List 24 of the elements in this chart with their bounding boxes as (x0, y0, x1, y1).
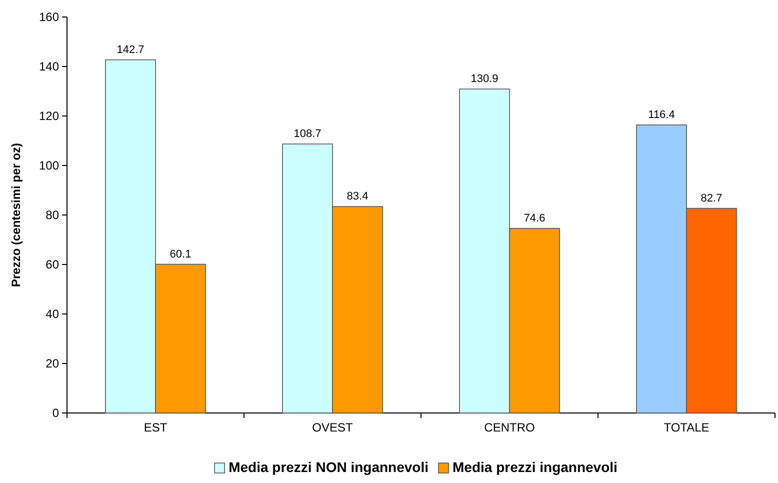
y-tick-label: 140 (38, 59, 60, 74)
x-tick-label: CENTRO (484, 420, 535, 435)
y-tick-label: 40 (46, 306, 60, 321)
data-label: 83.4 (346, 190, 368, 203)
y-axis-title: Prezzo (centesimi per oz) (9, 142, 23, 288)
data-label: 82.7 (700, 192, 722, 204)
y-tick-label: 160 (38, 10, 60, 24)
x-tick-label: TOTALE (664, 420, 710, 435)
legend-label: Media prezzi NON ingannevoli (228, 459, 428, 475)
y-tick-label: 100 (38, 158, 60, 172)
x-tick-label: OVEST (312, 420, 354, 435)
y-tick-label: 20 (46, 356, 60, 370)
data-label: 142.7 (116, 44, 144, 56)
y-tick-label: 60 (46, 257, 60, 272)
data-label: 116.4 (648, 108, 675, 121)
legend-label: Media prezzi ingannevoli (452, 459, 618, 475)
data-label: 74.6 (524, 212, 546, 224)
y-tick-label: 80 (46, 208, 60, 222)
x-tick-label: EST (144, 420, 168, 435)
data-label: 60.1 (170, 248, 192, 260)
data-label: 108.7 (294, 128, 322, 140)
data-label: 130.9 (470, 73, 498, 86)
y-tick-label: 120 (38, 108, 60, 123)
y-tick-label: 0 (52, 406, 60, 420)
